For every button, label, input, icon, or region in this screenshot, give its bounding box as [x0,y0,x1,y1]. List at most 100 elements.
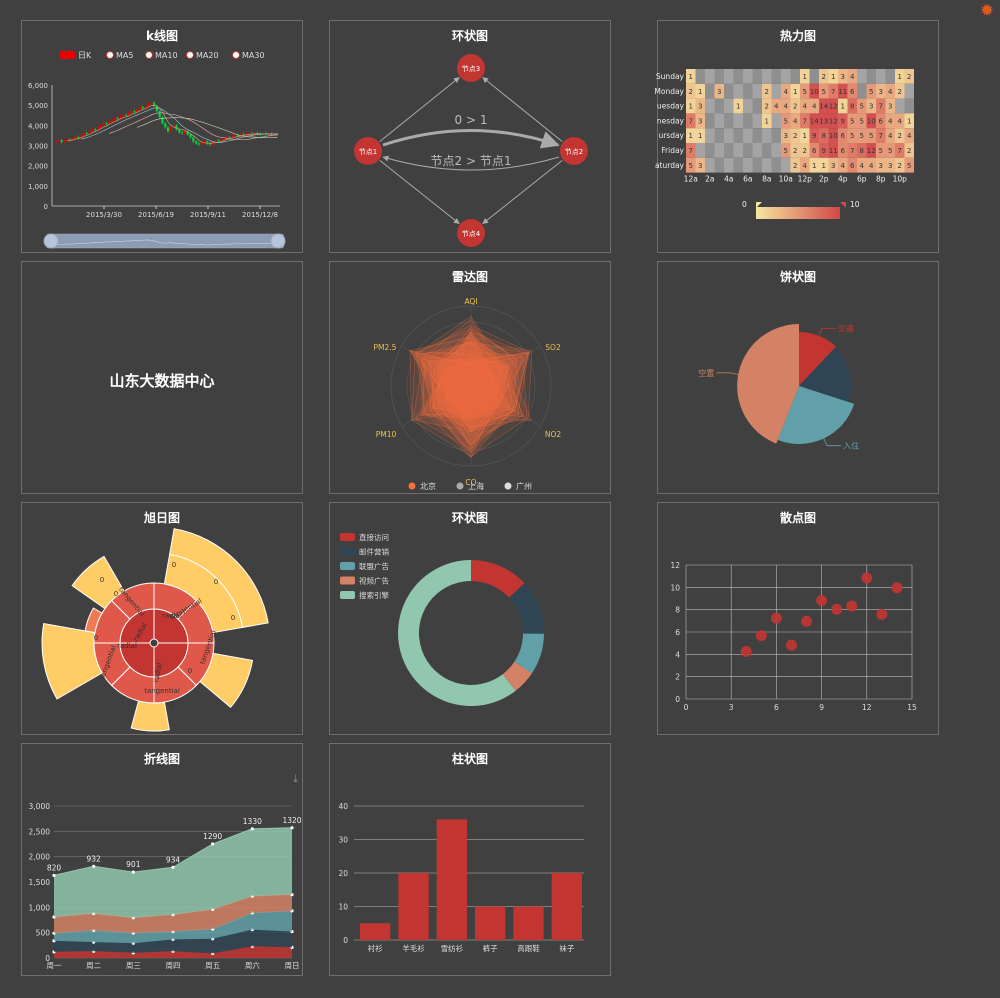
heatmap-cell [828,83,838,99]
series-point [211,842,215,846]
series-point [52,873,56,878]
heatmap-x-label: 10a [779,175,793,184]
graph-node [354,137,382,165]
candle [234,135,237,137]
graph-node-label: 节点2 [565,148,583,156]
candle [55,140,58,142]
heatmap-cell [781,83,791,99]
heatmap-value: 2 [898,132,902,140]
heatmap-cell [790,143,800,158]
gear-icon[interactable]: ✹ [979,1,995,21]
heatmap-cell [809,83,819,99]
bar [551,873,582,940]
radar-indicator-label: NO2 [545,430,562,439]
heatmap-cell [733,98,743,114]
graph-chart: 0 > 1 节点2 > 节点1 节点1 节点2 节点3 节点4 [354,54,588,247]
heatmap-cell [809,113,819,129]
x-tick-label: 周四 [166,961,181,970]
heatmap-value: 14 [819,103,828,111]
candle [206,141,209,144]
area-series [54,894,292,934]
radar-series [417,341,528,431]
heatmap-cell [895,143,905,158]
candle [147,104,150,107]
donut-slice [471,560,525,598]
data-label: 1290 [203,832,222,841]
heatmap-value: 9 [841,117,845,125]
heatmap-value: 5 [860,132,864,140]
heatmap-cell [876,83,886,99]
candle [80,135,83,138]
legend-swatch [504,482,512,490]
heatmap-value: 7 [689,147,693,155]
heatmap-x-label: 6a [743,175,752,184]
candle [273,134,276,136]
heatmap-value: 3 [698,162,702,170]
heatmap-cell [695,128,705,143]
graph-edge [382,155,560,171]
heatmap-y-label: Friday [661,146,684,155]
candle [220,139,223,142]
radar-series [433,330,502,458]
download-icon[interactable]: ⤓ [293,772,298,785]
pie-slice [737,324,799,444]
pie-label-line [818,328,836,336]
candle [239,134,242,136]
series-point [290,826,294,830]
legend-label: MA20 [196,51,219,60]
y-tick-label: 4,000 [28,122,48,130]
y-tick-label: 0 [44,203,48,211]
y-tick-label: 0 [343,936,348,945]
scatter-point [861,572,873,584]
y-tick-label: 0 [675,695,680,704]
x-tick-label: 裤子 [483,943,498,953]
candle [203,141,206,143]
graph-edge [379,159,460,225]
panel-title: 散点图 [779,511,816,525]
heatmap-value: 1 [803,132,807,140]
heatmap-cell [771,98,781,114]
x-tick-label: 周五 [205,961,220,970]
x-tick-label: 衬衫 [368,943,383,953]
heatmap-cell [790,113,800,129]
visual-map-min: 0 [742,200,747,209]
candle [139,107,142,110]
heatmap-cell [714,157,724,173]
heatmap-value: 5 [822,88,826,96]
heatmap-cell [743,113,753,129]
heatmap-value: 7 [879,132,883,140]
data-label: 1330 [243,817,262,826]
radar-series [428,359,532,422]
heatmap-cell [847,143,857,158]
heatmap-value: 2 [689,88,693,96]
legend-label: 上海 [468,481,484,491]
scatter-point [846,600,858,612]
candle [141,107,144,109]
legend-swatch [340,533,355,541]
heatmap-cell [828,113,838,129]
donut-slice [502,661,532,691]
heatmap-cell [819,128,829,143]
donut-slice [509,583,545,634]
y-tick-label: 500 [36,929,51,938]
heatmap-value: 1 [812,162,816,170]
pie-slice [799,331,836,386]
heatmap-cell [790,69,800,84]
heatmap-cell [809,143,819,158]
radar-series [417,352,529,428]
y-tick-label: 0 [45,954,50,963]
panel-sunburst: 旭日图 radial radial radial radial tangential ta… [21,502,303,735]
heatmap-cell [866,83,876,99]
heatmap-value: 9 [822,147,826,155]
heatmap-value: 1 [822,162,826,170]
scatter-point [831,603,843,615]
pie-label: 空置 [698,368,714,378]
heatmap-cell [838,157,848,173]
heatmap-y-label: ursday [658,131,684,140]
heatmap-cell [752,157,762,173]
y-tick-label: 20 [338,869,348,878]
heatmap-cell [752,98,762,114]
heatmap-y-label: nesday [657,116,685,125]
heatmap-value: 3 [888,162,892,170]
